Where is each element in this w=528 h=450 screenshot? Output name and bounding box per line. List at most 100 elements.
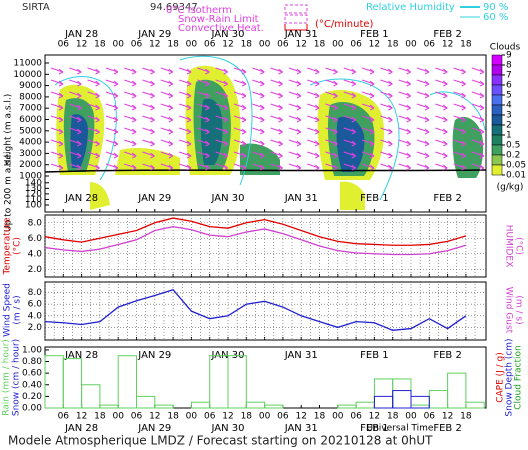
panel-frame [44, 54, 487, 213]
y-tick-label: 140 [25, 178, 42, 188]
wind-arrow [178, 127, 192, 135]
y-tick-label: 7000 [19, 104, 42, 114]
wind-arrow [270, 91, 283, 99]
wind-arrow [361, 103, 375, 111]
wind-arrow [124, 139, 137, 147]
cloud-shapes [44, 55, 487, 210]
wind-arrow [270, 127, 283, 135]
hour-label: 18 [387, 40, 399, 50]
y-tick-label: 9000 [19, 81, 42, 91]
wind-arrow [105, 139, 119, 147]
wind-arrow [197, 91, 210, 99]
bar [81, 384, 101, 409]
day-label: FEB 2 [433, 193, 461, 204]
hour-label: 00 [112, 412, 124, 422]
wind-arrow [252, 163, 265, 171]
day-label: FEB 1 [360, 29, 388, 40]
y-tick-label: 8.0 [28, 288, 43, 298]
wind-arrow [471, 91, 485, 99]
wind-arrow [124, 79, 137, 87]
wind-arrow [233, 151, 247, 159]
wind-arrow [178, 115, 192, 123]
wind-arrow [288, 103, 302, 111]
wind-arrow [343, 163, 357, 171]
hour-label: 06 [424, 40, 436, 50]
wind-arrow [435, 151, 448, 159]
wind-arrow [142, 139, 155, 147]
bar [264, 404, 284, 409]
wind-arrow [142, 151, 155, 159]
day-label: JAN 29 [137, 193, 171, 204]
y-tick-label: 2000 [19, 160, 42, 170]
wind-arrow [435, 127, 448, 135]
wind-arrow [215, 127, 228, 135]
wind-arrow [435, 103, 448, 111]
bar [136, 395, 156, 409]
hour-label: 06 [58, 412, 70, 422]
wind-arrow [288, 163, 302, 171]
wind-arrow [178, 163, 192, 171]
hour-label: 18 [94, 40, 106, 50]
colorbar-swatch [491, 144, 503, 156]
wind-arrow [124, 91, 137, 99]
wind-arrow [343, 67, 357, 75]
y-tick-label: 8000 [19, 92, 42, 102]
wind-arrow [380, 67, 393, 75]
coords: 94.69347 [150, 2, 198, 13]
day-label: JAN 29 [137, 350, 171, 361]
y-tick-label: 100 [25, 201, 42, 211]
wind-arrow [343, 91, 357, 99]
isotherm-key [284, 4, 308, 14]
colorbar-swatch [491, 74, 503, 86]
wind-arrow [87, 139, 100, 147]
wind-arrow [50, 103, 64, 111]
colorbar-swatch [491, 94, 503, 106]
wind-arrow [69, 151, 82, 159]
wind-arrow [197, 103, 210, 111]
wind-arrow [453, 163, 466, 171]
wind-arrow [471, 79, 485, 87]
wind-arrow [380, 79, 393, 87]
wind-arrow [471, 127, 485, 135]
wind-arrow [105, 91, 119, 99]
hour-label: 06 [131, 40, 143, 50]
y-tick-label: 2.0 [28, 323, 43, 333]
wind-arrow [233, 163, 247, 171]
wind-arrow [142, 127, 155, 135]
wind-arrow [361, 91, 375, 99]
colorbar-title: Clouds [490, 43, 521, 53]
wind-arrow [50, 139, 64, 147]
wind-arrow [105, 151, 119, 159]
wind-arrow [233, 67, 247, 75]
wind-arrow [69, 67, 82, 75]
wind-arrows [50, 67, 485, 171]
wind-arrow [416, 115, 430, 123]
y-axis-label: Height (m a.s.l.) [4, 94, 14, 167]
wind-arrow [416, 163, 430, 171]
axis-label: Snow (cm / hour) [12, 339, 22, 416]
wind-arrow [87, 79, 100, 87]
y-tick-label: 1000 [19, 172, 42, 182]
wind-arrow [270, 67, 283, 75]
line-series [44, 225, 467, 256]
wind-arrow [87, 163, 100, 171]
hour-label: 18 [460, 40, 472, 50]
wind-arrow [398, 151, 411, 159]
wind-arrow [233, 103, 247, 111]
hour-label: 18 [241, 412, 253, 422]
wind-arrow [142, 115, 155, 123]
wind-arrow [453, 115, 466, 123]
wind-arrow [105, 163, 119, 171]
hour-label: 00 [259, 412, 271, 422]
hour-label: 00 [186, 40, 198, 50]
wind-arrow [233, 79, 247, 87]
wind-arrow [160, 163, 174, 171]
convective-key [284, 24, 308, 31]
wind-arrow [307, 139, 320, 147]
colorbar-swatch [491, 114, 503, 126]
wind-arrow [142, 79, 155, 87]
bar [117, 355, 137, 409]
wind-arrow [416, 103, 430, 111]
wind-arrow [288, 139, 302, 147]
wind-arrow [178, 139, 192, 147]
